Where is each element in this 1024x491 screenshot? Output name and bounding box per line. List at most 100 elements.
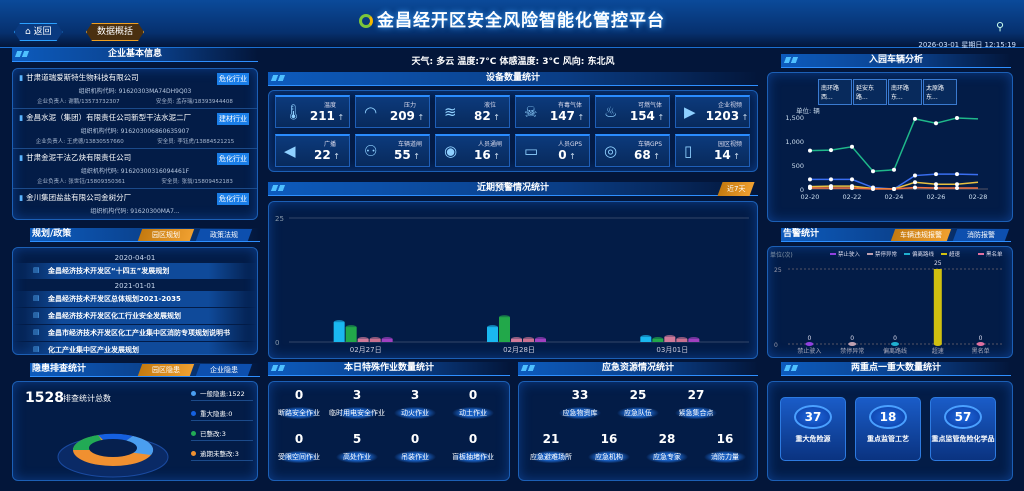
enterprise-name: 甘肃金泥干法乙炔有限责任公司	[19, 152, 251, 163]
work-count: 5	[352, 432, 362, 446]
key-count: 18	[869, 405, 907, 429]
legend-swatch	[978, 253, 984, 255]
tab-fire-alarm[interactable]: 消防报警	[952, 229, 1010, 241]
hazard-donut	[57, 433, 169, 478]
resource-count: 16	[716, 432, 734, 446]
vehicle-data-point	[913, 180, 917, 185]
home-icon: ⌂	[25, 27, 34, 37]
people-icon: ⚇	[364, 142, 378, 160]
key-card[interactable]: 18 重点监管工艺	[855, 397, 921, 461]
gate-tab[interactable]: 延安东路...	[853, 79, 887, 105]
device-card[interactable]: ▭ 人员GPS 0	[515, 134, 590, 167]
device-card[interactable]: ◀ 广播 22	[275, 134, 350, 167]
device-card[interactable]: ▶ 企业视频 1203	[675, 95, 750, 128]
warning-title-text: 近期预警情况统计	[476, 183, 549, 193]
contacts: 企业负责人: 王虎德/13830557660 安全员: 李钰虎/138845212…	[19, 137, 251, 145]
org-code: 组织机构代码: 916203006860635907	[80, 128, 190, 135]
warning-title: 近期预警情况统计	[268, 182, 758, 196]
org-code: 组织机构代码: 91620300MA7...	[90, 208, 180, 215]
flame-icon: ♨	[604, 103, 618, 121]
resource-count: 16	[600, 432, 618, 446]
warning-bar	[664, 337, 676, 342]
device-label: 有毒气体	[557, 102, 582, 109]
resource-count: 33	[571, 388, 589, 402]
back-button[interactable]: ⌂ 返回	[14, 23, 63, 41]
range-7days-button[interactable]: 近7天	[717, 182, 755, 196]
emergency-title-text: 应急资源情况统计	[601, 363, 674, 373]
special-work-item: 0 盲板抽堵作业	[443, 432, 503, 466]
vehicle-data-point	[892, 187, 896, 191]
gate-tab[interactable]: 南环路东...	[888, 79, 922, 105]
industry-badge: 危化行业	[217, 153, 249, 165]
key-card[interactable]: 37 重大危险源	[780, 397, 846, 461]
resource-label: 应急避难场所	[521, 448, 581, 466]
y-tick-label: 0	[800, 186, 804, 194]
tab-label: 消防报警	[967, 231, 995, 239]
device-label: 车辆GPS	[637, 141, 663, 148]
policy-item[interactable]: 化工产业集中区产业发展规划	[13, 342, 257, 354]
alarm-bar	[933, 269, 942, 344]
unit-label: 单位: 辆	[796, 106, 820, 115]
x-tick-label: 禁停异常	[840, 347, 864, 355]
policy-item[interactable]: 金昌经济技术开发区总体规划2021-2035	[13, 291, 257, 307]
legend-swatch	[904, 253, 910, 255]
key-card[interactable]: 57 重点监管危险化学品	[930, 397, 996, 461]
policy-list[interactable]: 2020-04-01金昌经济技术开发区“十四五”发展规划2021-01-01金昌…	[12, 247, 258, 355]
policy-item[interactable]: 金昌经济技术开发区“十四五”发展规划	[13, 263, 257, 279]
device-count: 68	[624, 148, 670, 162]
resource-label: 应急物资库	[550, 404, 610, 422]
legend-swatch	[941, 253, 947, 255]
policy-item[interactable]: 金昌市经济技术开发区化工产业集中区消防专项规划说明书	[13, 325, 257, 341]
device-card[interactable]: ⚇ 车辆道闸 55	[355, 134, 430, 167]
vehicle-data-point	[871, 169, 875, 174]
policy-item[interactable]: 金昌经济技术开发区化工行业安全发展规划	[13, 308, 257, 324]
device-card[interactable]: 🌡 温度 211	[275, 95, 350, 128]
gate-tab[interactable]: 南环路西...	[818, 79, 852, 105]
tab-enterprise-hazard[interactable]: 企业隐患	[195, 364, 253, 376]
warning-bar-top	[369, 337, 381, 341]
tab-park-hazard[interactable]: 园区隐患	[137, 364, 195, 376]
hazard-panel: 1528 排查统计总数 一般隐患:1522 重大隐患:0 已整改:3 逾期未整改:3	[12, 381, 258, 481]
work-count: 3	[352, 388, 362, 402]
owner-contact: 企业负责人: 谢鹏/13573732307	[37, 99, 120, 105]
gate-tab[interactable]: 太原路东...	[923, 79, 957, 105]
warning-bar	[345, 327, 357, 342]
alarm-chart: 单位(次) 禁止驶入 禁停异常 偏离路线 超速 黑名单0250禁止驶入0禁停异常0偏离路线…	[770, 250, 1003, 355]
key-count: 57	[944, 405, 982, 429]
key-title-text: 两重点一重大数量统计	[850, 363, 941, 373]
device-card[interactable]: ◠ 压力 209	[355, 95, 430, 128]
tab-vehicle-violation[interactable]: 车辆违规报警	[890, 229, 952, 241]
work-label: 吊装作业	[385, 448, 445, 466]
device-card[interactable]: ◉ 人员通闸 16	[435, 134, 510, 167]
alarm-value-label: 0	[893, 335, 897, 342]
device-card[interactable]: ♨ 可燃气体 154	[595, 95, 670, 128]
device-card[interactable]: ☠ 有毒气体 147	[515, 95, 590, 128]
vehicle-data-point	[808, 177, 812, 182]
device-count: 55	[384, 148, 430, 162]
user-icon[interactable]: ⚲	[995, 20, 1004, 33]
device-card[interactable]: ▯ 园区视频 14	[675, 134, 750, 167]
key-count: 37	[794, 405, 832, 429]
enterprise-name: 金川集团盐盐有限公司金树分厂	[19, 192, 251, 203]
x-tick-label: 02-26	[927, 193, 946, 201]
work-count: 0	[410, 432, 420, 446]
warning-bar-top	[640, 335, 652, 340]
tab-policy-law[interactable]: 政策法规	[195, 229, 253, 241]
tab-park-plan[interactable]: 园区规划	[137, 229, 195, 241]
device-card[interactable]: ◎ 车辆GPS 68	[595, 134, 670, 167]
key-title: 两重点一重大数量统计	[781, 362, 1011, 376]
devices-title-text: 设备数量统计	[485, 73, 540, 83]
device-card[interactable]: ≋ 液位 82	[435, 95, 510, 128]
alarm-value-label: 25	[934, 260, 942, 267]
donut-hole	[89, 439, 137, 457]
emergency-item: 28 应急专家	[637, 432, 697, 466]
data-overview-button[interactable]: 数据概括	[86, 23, 144, 41]
warning-bar-top	[487, 325, 498, 330]
x-tick-label: 02-20	[801, 193, 820, 201]
